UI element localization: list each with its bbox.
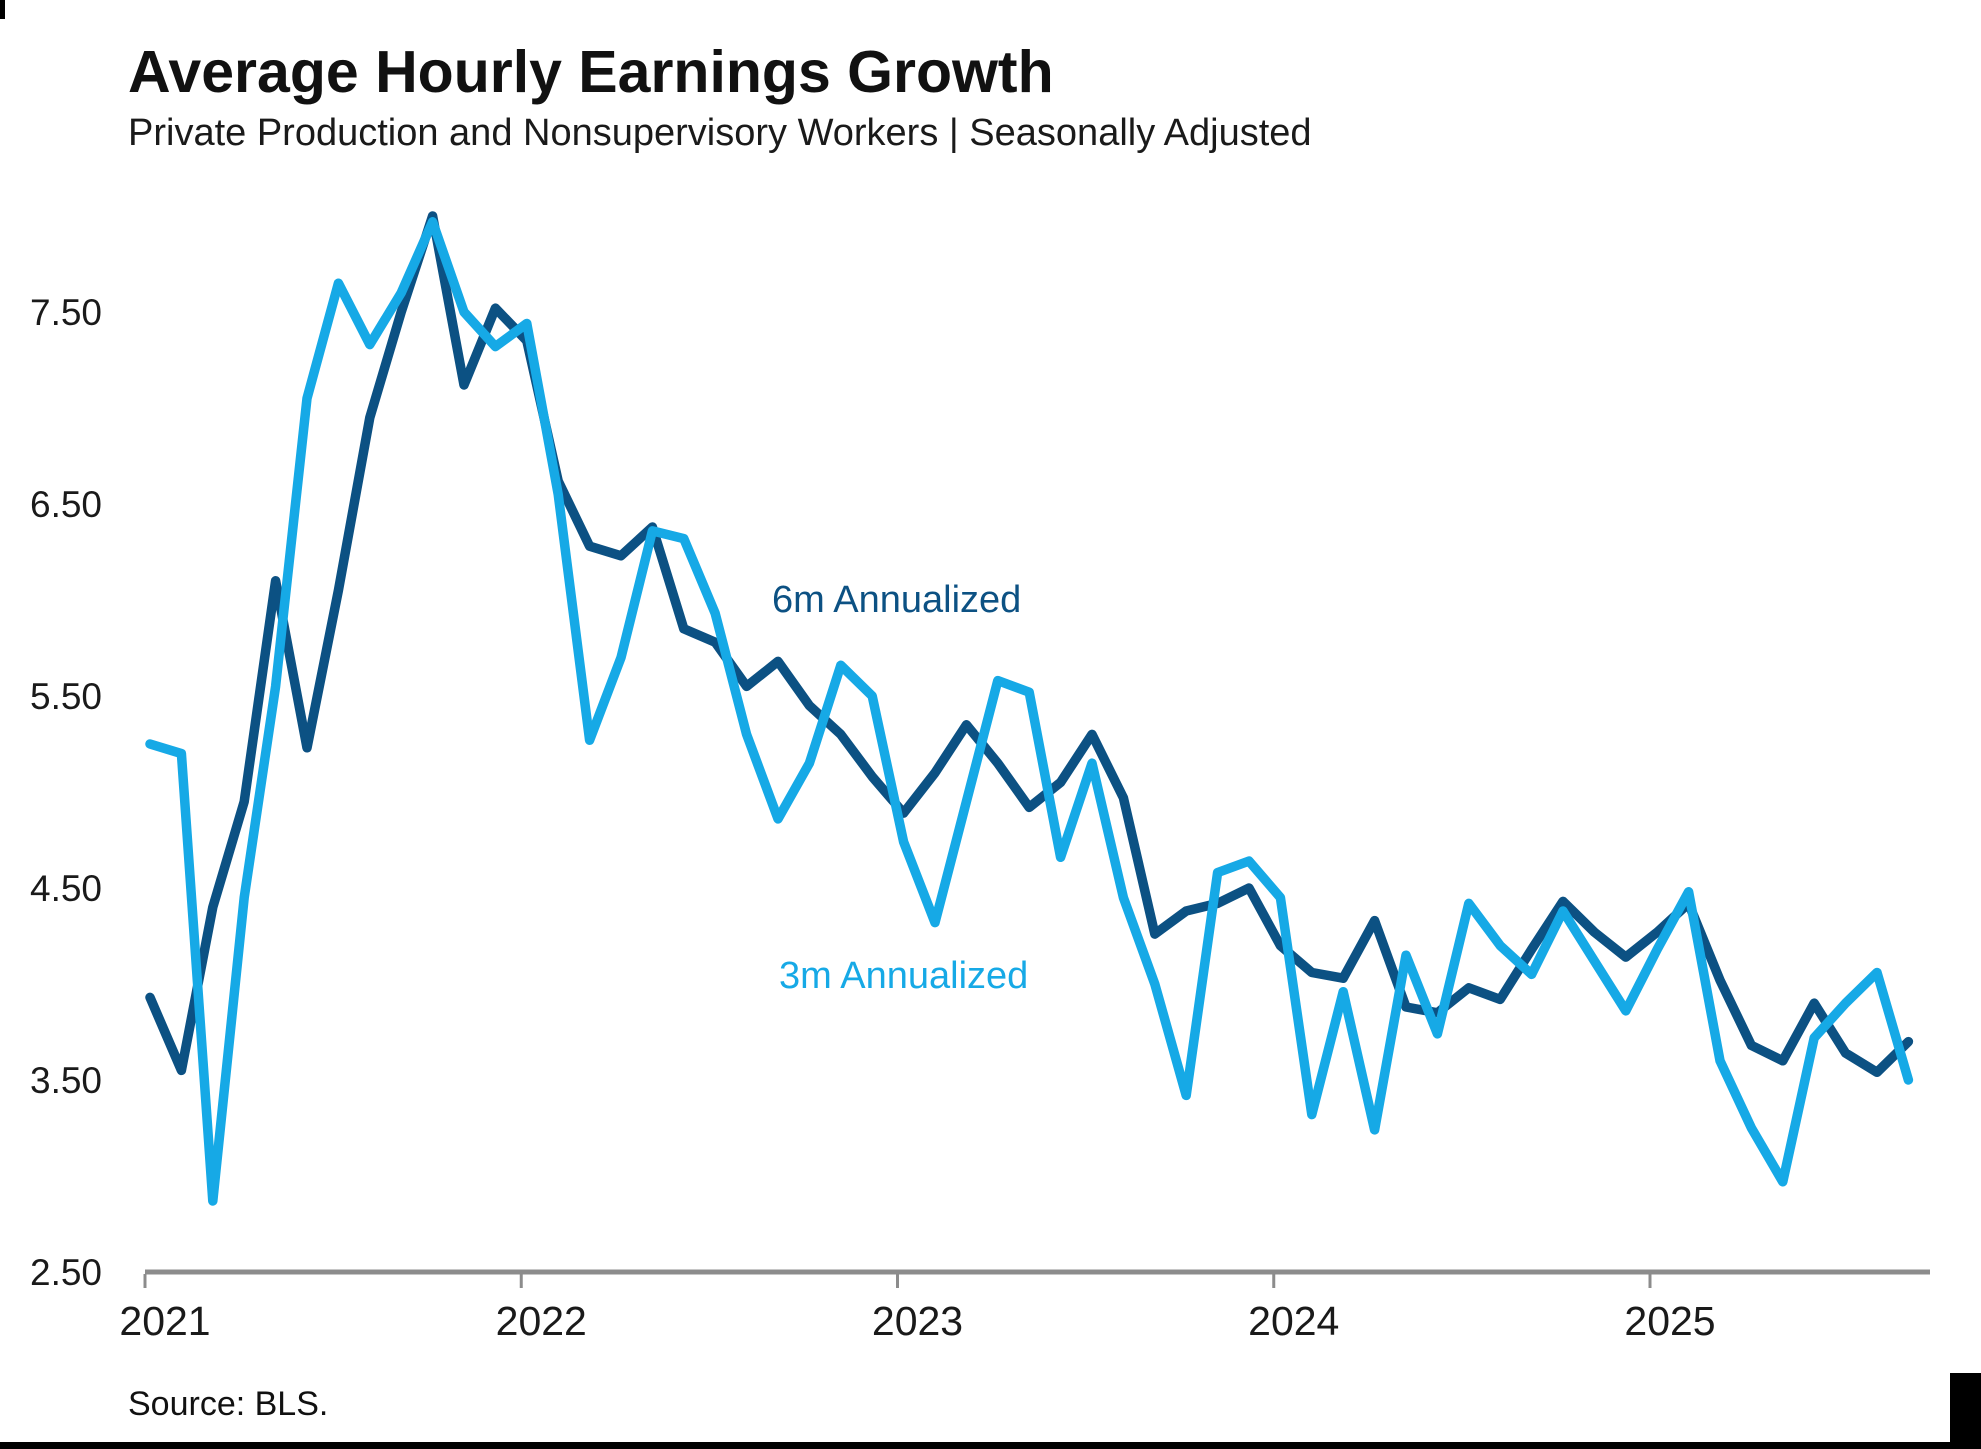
x-axis-label-2023: 2023 [872, 1298, 963, 1344]
x-axis-label-2022: 2022 [496, 1298, 587, 1344]
series-line-6m-annualized [145, 211, 1914, 1078]
chart-title: Average Hourly Earnings Growth [128, 39, 1054, 105]
x-axis-label-2021: 2021 [119, 1298, 210, 1344]
series-line-3m-annualized [145, 217, 1914, 1206]
y-axis-label-7.50: 7.50 [30, 292, 102, 333]
source-note: Source: BLS. [128, 1385, 329, 1423]
y-axis-label-5.50: 5.50 [30, 676, 102, 717]
y-axis-label-3.50: 3.50 [30, 1060, 102, 1101]
x-axis-label-2025: 2025 [1624, 1298, 1715, 1344]
y-axis-label-6.50: 6.50 [30, 484, 102, 525]
x-axis-label-2024: 2024 [1248, 1298, 1339, 1344]
series-label-3m-annualized: 3m Annualized [779, 955, 1028, 997]
series-label-6m-annualized: 6m Annualized [772, 579, 1021, 621]
brand-corner-mark [0, 0, 5, 19]
y-axis-label-2.50: 2.50 [30, 1252, 102, 1293]
y-axis-label-4.50: 4.50 [30, 868, 102, 909]
brand-bottom-bar [0, 1442, 1981, 1449]
chart-subtitle: Private Production and Nonsupervisory Wo… [128, 112, 1312, 154]
brand-logo-block [1950, 1373, 1981, 1449]
